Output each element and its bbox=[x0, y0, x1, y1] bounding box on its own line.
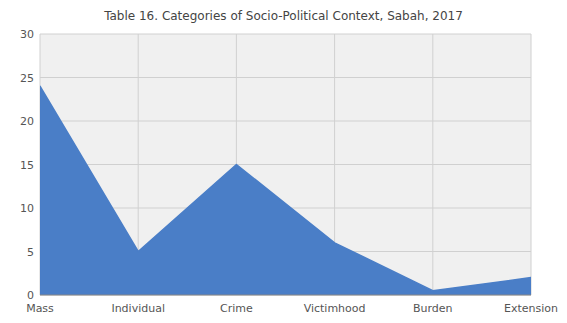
y-tick-label: 30 bbox=[20, 28, 34, 41]
x-tick-label: Individual bbox=[111, 302, 165, 315]
x-grid-line bbox=[531, 34, 532, 295]
x-tick-label: Burden bbox=[413, 302, 453, 315]
chart-title: Table 16. Categories of Socio-Political … bbox=[103, 9, 463, 23]
y-tick-label: 25 bbox=[20, 72, 34, 85]
x-grid-line bbox=[432, 34, 433, 295]
y-tick-label: 20 bbox=[20, 115, 34, 128]
chart-container: Table 16. Categories of Socio-Political … bbox=[0, 0, 567, 323]
x-tick-label: Extension bbox=[504, 302, 558, 315]
y-tick-label: 10 bbox=[20, 202, 34, 215]
y-grid-line bbox=[40, 34, 531, 35]
y-grid-line bbox=[40, 77, 531, 78]
x-tick-label: Mass bbox=[26, 302, 54, 315]
y-grid-line bbox=[40, 121, 531, 122]
y-grid-line bbox=[40, 164, 531, 165]
y-tick-label: 5 bbox=[27, 246, 34, 259]
page: {"chart_data": {"type": "area", "title":… bbox=[0, 0, 567, 323]
x-tick-label: Crime bbox=[220, 302, 253, 315]
area bbox=[40, 86, 531, 295]
y-tick-label: 0 bbox=[27, 289, 34, 302]
x-tick-label: Victimhood bbox=[304, 302, 366, 315]
y-axis: 0 5 10 15 20 25 30 bbox=[20, 28, 34, 302]
y-grid-line bbox=[40, 295, 531, 296]
y-tick-label: 15 bbox=[20, 159, 34, 172]
x-axis-line bbox=[40, 295, 531, 296]
area-group bbox=[40, 86, 531, 295]
grid bbox=[40, 34, 531, 295]
x-axis: Mass Individual Crime Victimhood Burden Exten… bbox=[26, 302, 558, 315]
chart-svg: Table 16. Categories of Socio-Political … bbox=[0, 0, 567, 323]
plot-background bbox=[40, 34, 531, 295]
